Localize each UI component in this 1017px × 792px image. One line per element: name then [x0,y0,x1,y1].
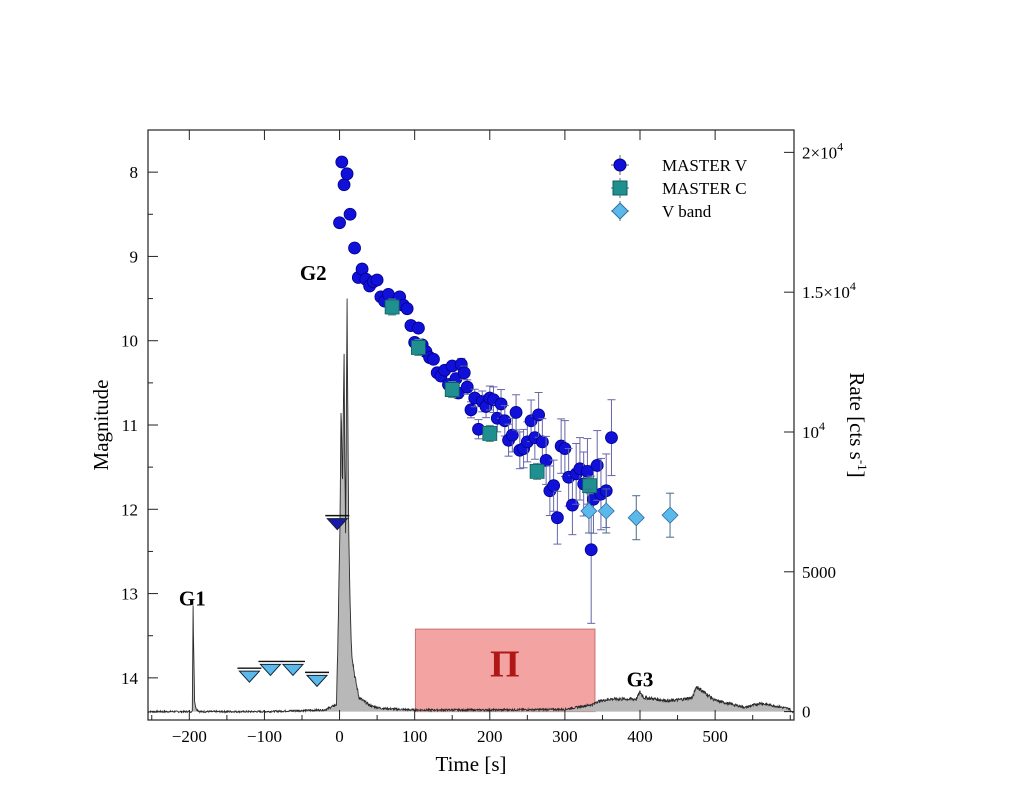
y-axis-label-right-exp: -1 [855,460,870,471]
v-band-point [580,502,598,520]
master-c-point [482,426,498,441]
legend-marker-diamond [611,202,629,220]
annotation-label: G3 [627,667,654,691]
master-v-point [370,273,384,287]
upper-limit-marker [259,663,282,677]
master-v-point [605,431,618,445]
y-right-tick-label: 104 [802,419,825,442]
upper-limit-marker [305,674,329,688]
y-axis-label-right-end: ] [845,471,869,478]
master-v-point [535,435,549,449]
master-v-point [412,321,425,335]
y-left-tick-label: 8 [130,163,139,182]
master-v-point [550,511,564,525]
y-left-tick-label: 13 [121,585,138,604]
master-v-point [494,397,508,411]
y-right-tick-label-main: 5000 [802,563,836,582]
x-tick-label: 400 [627,727,653,746]
master-v-point [532,408,546,422]
y-left-tick-label: 14 [121,669,139,688]
master-v-point [400,302,414,316]
tick-layer: −200 −100 0 100 200 300 400 500 8 9 10 11 12 13 14 0 500… [121,129,856,746]
y-right-tick-label-main: 2×10 [802,143,837,162]
master-v-point [457,366,471,380]
y-right-tick-label-main: 1.5×10 [802,283,850,302]
y-left-tick-label: 10 [121,332,138,351]
master-v-point [343,207,357,221]
x-tick-label: 100 [402,727,428,746]
master-c-point [529,463,545,479]
master-v-point [547,479,561,493]
x-tick-label: 500 [702,727,728,746]
master-c-point [582,478,598,494]
v-band-point [661,506,679,524]
v-band-point [627,509,645,527]
y-right-tick-label: 2×104 [802,139,843,162]
shaded-region [414,628,596,713]
master-c-point [411,340,426,355]
upper-limit-marker [281,663,305,677]
rate-curve-line [147,298,795,714]
y-right-tick-label-exp: 4 [837,139,843,153]
x-tick-label: 300 [552,727,578,746]
v-band-point [597,502,615,520]
y-left-tick-label: 12 [121,500,138,519]
upper-limit-marker [326,518,349,531]
annotation-label: G1 [179,586,206,610]
master-v-point [333,216,346,230]
master-c-point [444,382,460,398]
master-v-point [584,543,598,557]
legend: MASTER V MASTER C V band [611,155,748,221]
legend-label: MASTER V [662,156,748,175]
master-v-point [509,405,523,419]
master-v-point [340,167,354,181]
y-right-tick-label: 1.5×104 [802,279,856,302]
y-left-tick-label: 9 [130,247,139,266]
master-v-point [590,459,604,472]
x-axis-label: Time [s] [436,752,507,776]
legend-marker-circle [613,158,627,172]
master-v-point [566,498,579,512]
master-v-point [348,241,361,255]
annotation-label: G2 [300,261,327,285]
y-axis-label-right: Rate [cts s-1] [845,372,870,477]
y-axis-label-left: Magnitude [89,380,113,471]
y-left-tick-label: 11 [122,416,138,435]
master-v-point [427,352,440,366]
legend-marker-square [612,180,628,196]
x-tick-label: −100 [247,727,282,746]
y-right-tick-label: 5000 [802,563,836,582]
y-right-tick-label-exp: 4 [850,279,856,293]
x-tick-label: 200 [477,727,503,746]
y-right-tick-label-main: 10 [802,423,819,442]
master-v-point [335,155,349,169]
legend-label: V band [662,202,712,221]
x-tick-label: −200 [172,727,207,746]
plot-layer: G1 G2 G3 Π [147,155,795,714]
upper-limit-marker [238,670,261,683]
master-v-point [505,428,519,442]
y-right-tick-label-main: 0 [802,703,811,722]
master-v-point [337,178,351,192]
y-axis-label-right-main: Rate [cts s [845,372,869,459]
x-tick-label: 0 [335,727,344,746]
y-right-tick-label-exp: 4 [819,419,825,433]
legend-label: MASTER C [662,179,747,198]
y-right-tick-label: 0 [802,703,811,722]
annotation-label: Π [490,644,520,686]
master-v-point [460,380,474,394]
master-c-point [384,299,400,315]
